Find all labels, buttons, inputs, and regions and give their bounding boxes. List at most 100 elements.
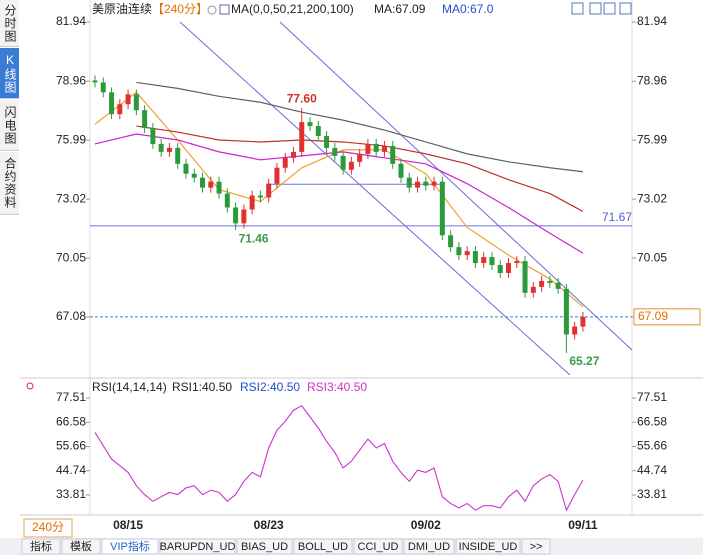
candle-body [117,104,123,115]
bottom-tab[interactable] [353,538,403,555]
candle-body [348,161,354,170]
side-tab[interactable]: 合约资料 [0,152,19,215]
period-box-label: 240分 [32,520,64,534]
rsi-line [94,405,584,512]
y-tick-label: 81.94 [637,14,667,28]
legend: RSI3:40.50 [307,380,367,394]
candle-body [183,163,189,174]
candle-body [423,181,429,186]
candle-body [439,181,445,236]
candle-body [299,122,305,152]
candle-body [249,195,255,210]
candle-body [497,265,503,273]
candle-body [365,143,371,154]
bottom-tab-label: BOLL_UD [298,541,348,553]
x-tick-label: 08/23 [254,518,284,532]
candle-body [257,195,263,198]
bottom-tab[interactable] [21,538,61,555]
low-label: 65.27 [569,354,599,368]
period-box[interactable] [23,518,73,538]
channel-line [279,21,633,351]
y-tick-label: 75.99 [56,132,86,146]
candle-body [224,193,230,208]
icon[interactable] [207,5,217,15]
legend: RSI1:40.50 [172,380,232,394]
y-tick-label: 44.74 [637,463,667,477]
bottom-tab[interactable] [403,538,455,555]
indicator: MA(0,0,50,21,200,100) [231,2,354,16]
bottom-tab[interactable] [236,538,293,555]
bottom-tab[interactable] [293,538,353,555]
side-tab[interactable]: 闪电图 [0,100,19,151]
candle-body [274,167,280,184]
bottom-tab[interactable] [521,538,551,555]
bottom-tab[interactable] [61,538,101,555]
y-tick-label: 67.08 [56,309,86,323]
ma-line [136,81,584,173]
candle-body [266,183,272,198]
bottom-tab-label: VIP指标 [110,539,150,553]
candle-body [514,261,520,264]
y-tick-label: 33.81 [637,487,667,501]
candle-body [381,145,387,152]
bottom-tab[interactable] [101,538,159,555]
candle-body [472,251,478,264]
side-tab[interactable]: 分时图 [0,0,19,47]
candle-body [150,128,156,144]
bottom-tab-label: 指标 [30,539,52,553]
candle-body [340,155,346,170]
ma-line [136,125,584,212]
high-label: 77.60 [287,91,317,105]
y-tick-label: 78.96 [56,73,86,87]
toolbar-icons[interactable] [571,2,632,15]
candle-body [200,177,206,188]
candle-body [357,153,363,162]
last-price-box [633,308,701,326]
y-tick-label: 66.58 [637,414,667,428]
period: 【240分】 [152,2,208,16]
bottom-tab-label: CCI_UD [358,541,399,553]
bottom-tab[interactable] [159,538,236,555]
bottom-tab-label: >> [530,541,543,553]
channel-line [179,21,571,376]
legend: MA:67.09 [374,2,426,16]
candle-body [555,282,561,289]
candle-body [208,181,214,188]
candle-body [431,181,437,186]
candle-body [415,181,421,188]
candle-body [522,261,528,293]
x-tick-label: 08/15 [113,518,143,532]
candle-body [100,82,106,93]
side-tab[interactable]: K线图 [0,48,19,99]
candle-body [398,163,404,178]
candle-body [406,177,412,188]
candle-body [539,280,545,287]
candle-body [109,92,115,115]
y-tick-label: 33.81 [56,487,86,501]
candle-body [563,288,569,335]
icon[interactable] [26,382,34,390]
candle-body [390,145,396,164]
x-tick-label: 09/02 [411,518,441,532]
chart-title: 美原油连续 [92,1,152,16]
bottom-tab-label: 模板 [70,539,92,553]
icon[interactable] [219,4,230,15]
candle-body [158,143,164,152]
bottom-tab-label: DMI_UD [408,541,450,553]
candle-body [175,147,181,164]
bottom-tab[interactable] [455,538,521,555]
candle-body [530,286,536,293]
candle-body [489,257,495,266]
candle-body [142,110,148,129]
candle-body [233,207,239,224]
rsi-title: RSI(14,14,14) [92,380,167,394]
candle-body [307,122,313,127]
y-tick-label: 77.51 [56,390,86,404]
low-label: 71.46 [239,231,269,245]
y-tick-label: 70.05 [56,250,86,264]
candle-body [216,181,222,194]
candle-body [290,151,296,158]
candle-body [580,316,586,327]
y-tick-label: 73.02 [56,191,86,205]
